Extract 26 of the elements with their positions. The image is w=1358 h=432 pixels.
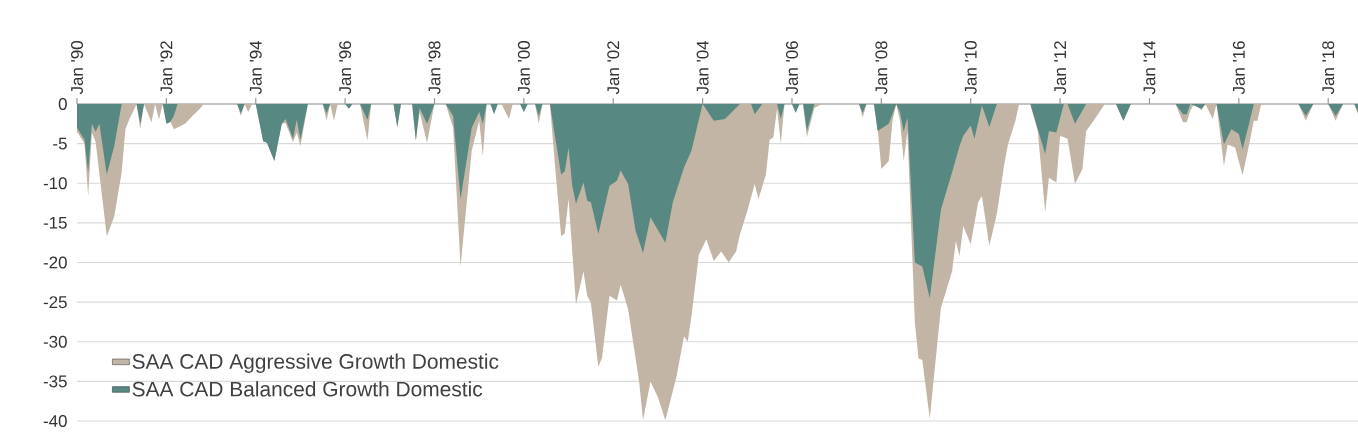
y-tick-label: -15: [43, 216, 67, 229]
x-tick-label: Jan '08: [875, 41, 888, 95]
x-tick-label: Jan '16: [1232, 41, 1245, 95]
y-tick-label: 0: [58, 98, 67, 110]
y-tick-label: -35: [43, 375, 67, 388]
y-tick-label: -40: [43, 415, 67, 427]
legend-label: SAA CAD Balanced Growth Domestic: [132, 381, 483, 397]
x-tick-label: Jan '04: [696, 40, 709, 95]
x-tick-label: Jan '96: [339, 41, 352, 95]
x-tick-label: Jan '94: [249, 40, 262, 95]
legend-label: SAA CAD Aggressive Growth Domestic: [132, 353, 499, 374]
x-tick-label: Jan '98: [428, 41, 441, 95]
x-tick-label: Jan '10: [964, 41, 977, 95]
x-tick-label: Jan '12: [1054, 41, 1067, 95]
y-tick-label: -5: [53, 137, 67, 150]
x-tick-label: Jan '06: [785, 41, 798, 95]
x-tick-label: Jan '14: [1143, 40, 1156, 95]
y-tick-label: -30: [43, 335, 67, 348]
x-tick-label: Jan '02: [607, 41, 620, 95]
x-tick-label: Jan '90: [71, 41, 83, 95]
y-tick-label: -25: [43, 296, 67, 309]
y-tick-label: -20: [43, 256, 67, 269]
x-tick-label: Jan '00: [517, 41, 530, 95]
x-tick-label: Jan '92: [160, 41, 173, 95]
y-tick-label: -10: [43, 177, 67, 190]
x-tick-label: Jan '18: [1322, 41, 1335, 95]
